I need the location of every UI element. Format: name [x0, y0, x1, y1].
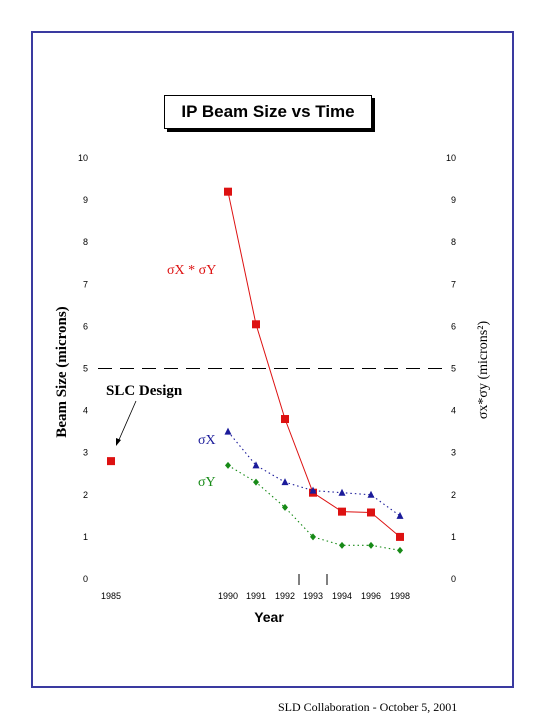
point-sy-1998	[397, 546, 403, 554]
point-sx-1994	[338, 488, 346, 496]
point-sy-1990	[225, 461, 231, 469]
point-sx-1996	[367, 490, 375, 498]
point-sxsy-1994	[338, 507, 346, 516]
chart-title: IP Beam Size vs Time	[164, 95, 372, 129]
point-sxsy-1996	[367, 508, 375, 517]
y-tick-right-2: 2	[451, 490, 456, 500]
point-sx-1998	[396, 511, 404, 519]
x-tick-1993: 1993	[303, 591, 323, 601]
x-tick-1998: 1998	[390, 591, 410, 601]
point-sxsy-1991	[252, 320, 260, 329]
y-tick-right-8: 8	[451, 237, 456, 247]
x-tick-1994: 1994	[332, 591, 352, 601]
slide-frame	[31, 31, 514, 688]
point-sy-1992	[282, 503, 288, 511]
y-tick-labels-left: 0 1 2 3 4 5 6 7 8 9 10	[78, 153, 88, 584]
y-tick-left-8: 8	[83, 237, 88, 247]
x-tick-1992: 1992	[275, 591, 295, 601]
series-layer	[107, 187, 404, 554]
x-tick-labels: 1985 1990 1991 1992 1993 1994 1996 1998	[101, 591, 410, 601]
series-line-sxsy	[227, 191, 401, 538]
point-sxsy-1990	[224, 187, 232, 196]
slc-design-pointer	[117, 400, 137, 443]
point-sx-1990	[224, 427, 232, 435]
y-tick-labels-right: 0 1 2 3 4 5 6 7 8 9 10	[446, 153, 456, 584]
y-tick-right-1: 1	[451, 532, 456, 542]
y-tick-right-0: 0	[451, 574, 456, 584]
point-sy-1996	[368, 541, 374, 549]
point-sx-1993	[309, 486, 317, 494]
series-sy	[225, 461, 403, 554]
series-sxsy	[107, 187, 404, 541]
y-tick-left-3: 3	[83, 448, 88, 458]
x-axis-label: Year	[254, 609, 284, 625]
y-tick-left-9: 9	[83, 195, 88, 205]
y-tick-right-5: 5	[451, 364, 456, 374]
y-tick-left-6: 6	[83, 321, 88, 331]
y-tick-left-2: 2	[83, 490, 88, 500]
point-sxsy-1998	[396, 532, 404, 541]
x-tick-1996: 1996	[361, 591, 381, 601]
point-sx-1992	[281, 478, 289, 486]
y-tick-right-4: 4	[451, 406, 456, 416]
x-tick-1985: 1985	[101, 591, 121, 601]
point-sy-1991	[253, 478, 259, 486]
y-tick-left-1: 1	[83, 532, 88, 542]
slc-design-label: SLC Design	[106, 383, 183, 399]
point-sy-1994	[339, 541, 345, 549]
y-axis-label-right: σx*σy (microns²)	[476, 321, 491, 420]
year-separators	[298, 574, 328, 585]
y-tick-right-3: 3	[451, 448, 456, 458]
y-tick-left-7: 7	[83, 279, 88, 289]
x-tick-1991: 1991	[246, 591, 266, 601]
legend-label-sxsy: σX * σY	[167, 263, 216, 278]
x-tick-1990: 1990	[218, 591, 238, 601]
y-tick-left-5: 5	[83, 364, 88, 374]
slc-design-pointer-arrow	[116, 438, 121, 446]
y-tick-left-10: 10	[78, 153, 88, 163]
footer-text: SLD Collaboration - October 5, 2001	[278, 700, 458, 714]
y-tick-right-7: 7	[451, 279, 456, 289]
y-tick-right-6: 6	[451, 321, 456, 331]
y-tick-right-9: 9	[451, 195, 456, 205]
y-tick-left-4: 4	[83, 406, 88, 416]
y-axis-label-left: Beam Size (microns)	[54, 306, 70, 437]
legend-label-sy: σY	[198, 475, 216, 490]
point-sx-1991	[252, 461, 260, 469]
y-tick-left-0: 0	[83, 574, 88, 584]
series-line-sx	[227, 431, 401, 517]
series-sx	[224, 427, 404, 519]
point-sy-1993	[310, 533, 316, 541]
y-tick-right-10: 10	[446, 153, 456, 163]
point-sxsy-1985	[107, 457, 115, 466]
legend-label-sx: σX	[198, 433, 216, 448]
point-sxsy-1992	[281, 415, 289, 424]
